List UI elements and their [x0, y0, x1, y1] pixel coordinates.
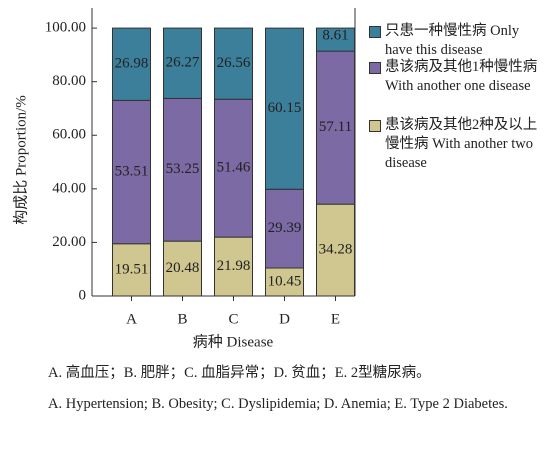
bar-segment [163, 27, 202, 99]
x-tick-label: A [126, 311, 137, 327]
note: A. 高血压；B. 肥胖；C. 血脂异常；D. 贫血；E. 2型糖尿病。 [48, 365, 431, 381]
legend-label: 只患一种慢性病 Only have this disease [385, 23, 520, 58]
y-tick-label: 20.00 [52, 234, 86, 250]
bar-segment [112, 99, 151, 245]
chart: 构成比 Proportion/% 病种 Disease 0 20.00 40.00 6… [12, 8, 356, 350]
y-tick-label: 60.00 [52, 127, 86, 143]
legend-entry: 患该病及其他1种慢性病 With another one disease [369, 58, 549, 96]
x-axis-label: 病种 Disease [193, 333, 274, 350]
bar-segment [265, 27, 304, 190]
x-tick-label: E [331, 311, 340, 327]
value-label: 57.11 [319, 119, 352, 135]
bar-segment [112, 27, 151, 101]
y-tick-label: 40.00 [52, 180, 86, 196]
bar-segment [214, 98, 253, 238]
legend-label: 患该病及其他1种慢性病 With another one disease [385, 59, 538, 94]
legend-swatch [369, 62, 381, 74]
bar-segment [214, 27, 253, 100]
value-label: 26.98 [115, 56, 149, 72]
legend-label: 患该病及其他2种及以上慢性病 With another two disease [385, 117, 538, 171]
note: A. Hypertension; B. Obesity; C. Dyslipid… [48, 396, 508, 412]
bar-segment [316, 203, 355, 297]
y-tick-label: 0 [79, 287, 87, 303]
value-label: 29.39 [268, 220, 302, 236]
value-label: 26.27 [166, 55, 200, 71]
legend-swatch [369, 26, 381, 38]
legend-entry: 患该病及其他2种及以上慢性病 With another two disease [369, 116, 549, 173]
value-label: 53.51 [115, 163, 149, 179]
legend-swatch [369, 120, 381, 132]
value-label: 20.48 [166, 260, 200, 276]
y-axis-label: 构成比 Proportion/% [12, 95, 29, 225]
value-label: 60.15 [268, 100, 302, 116]
y-tick-label: 80.00 [52, 73, 86, 89]
x-tick-label: B [177, 311, 187, 327]
x-tick-label: C [228, 311, 238, 327]
bar-segment [316, 27, 355, 52]
value-label: 51.46 [217, 160, 251, 176]
bar-segment [163, 240, 202, 297]
y-tick-label: 100.00 [45, 20, 86, 36]
x-tick-label: D [279, 311, 290, 327]
bar-segment [265, 188, 304, 269]
value-label: 53.25 [166, 161, 200, 177]
value-label: 21.98 [217, 258, 251, 274]
value-label: 10.45 [268, 273, 302, 289]
value-label: 26.56 [217, 55, 251, 71]
value-label: 19.51 [115, 261, 149, 277]
bar-segment [163, 97, 202, 242]
legend-entry: 只患一种慢性病 Only have this disease [369, 22, 549, 60]
value-label: 8.61 [322, 28, 348, 44]
value-label: 34.28 [319, 242, 353, 258]
